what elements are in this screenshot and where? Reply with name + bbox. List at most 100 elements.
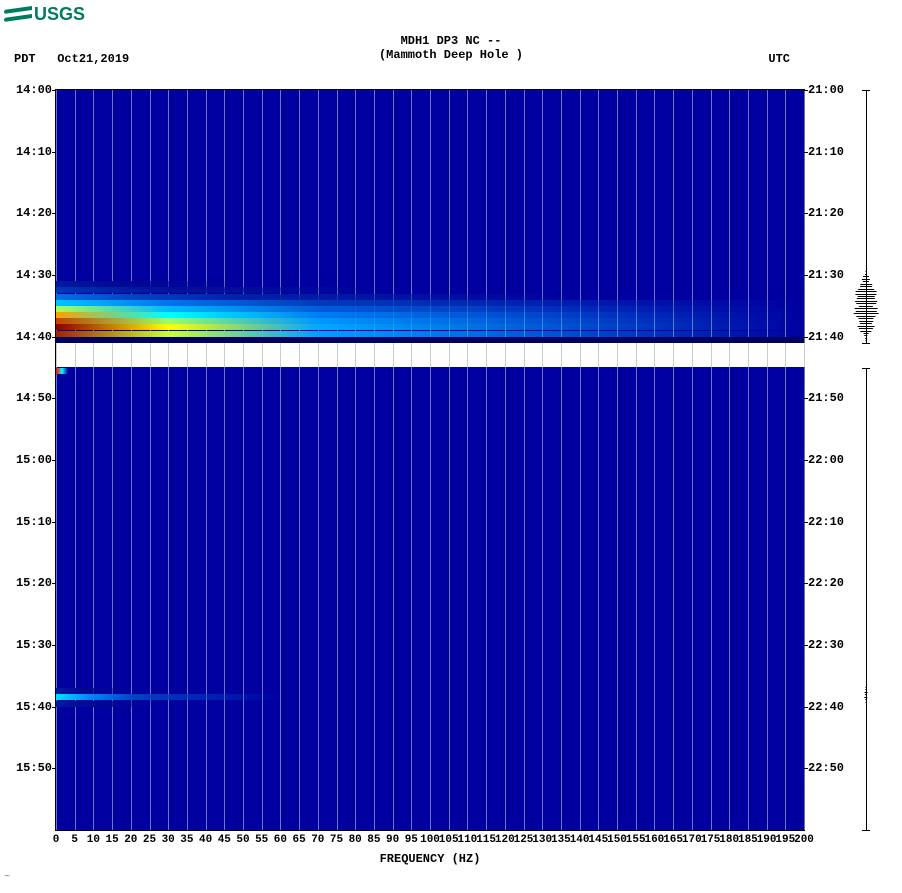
date: Oct21,2019 (57, 52, 129, 66)
usgs-logo: USGS (4, 4, 85, 25)
x-tick-label: 160 (644, 834, 664, 846)
gridline-gap (411, 343, 412, 368)
x-tick-label: 120 (495, 834, 515, 846)
x-tick-label: 80 (349, 834, 362, 846)
x-tick-label: 90 (386, 834, 399, 846)
gridline (785, 90, 786, 830)
x-tick-label: 190 (757, 834, 777, 846)
gridline-gap (168, 343, 169, 368)
gridline-gap (355, 343, 356, 368)
y-tick-left: 14:30 (16, 268, 52, 282)
gridline-gap (580, 343, 581, 368)
gridline-gap (262, 343, 263, 368)
waveform-tick (862, 90, 870, 91)
waveform-spike (866, 340, 867, 341)
x-tick-label: 125 (514, 834, 534, 846)
gridline (150, 90, 151, 830)
waveform-spike (856, 291, 877, 292)
gridline-gap (337, 343, 338, 368)
y-tick-left: 15:30 (16, 638, 52, 652)
x-tick-label: 45 (218, 834, 231, 846)
waveform-baseline (866, 368, 867, 831)
waveform-spike (856, 316, 875, 317)
waveform-spike (859, 328, 873, 329)
title-line1: MDH1 DP3 NC -- (401, 34, 502, 48)
gridline-gap (75, 343, 76, 368)
spectrogram-event-row (56, 701, 168, 707)
gridline (337, 90, 338, 830)
x-tick-label: 110 (457, 834, 477, 846)
x-tick-label: 145 (588, 834, 608, 846)
waveform-spike (865, 692, 868, 693)
x-tick-label: 75 (330, 834, 343, 846)
x-tick-label: 5 (71, 834, 78, 846)
x-tick-label: 50 (236, 834, 249, 846)
x-tick-label: 185 (738, 834, 758, 846)
gridline-gap (150, 343, 151, 368)
waveform-spike (865, 694, 867, 695)
waveform-spike (865, 274, 867, 275)
waveform-spike (860, 286, 872, 287)
gridline (486, 90, 487, 830)
y-tick-left: 14:10 (16, 145, 52, 159)
waveform-spike (858, 318, 873, 319)
gridline-gap (598, 343, 599, 368)
logo-text: USGS (34, 4, 85, 25)
waveform-spike (864, 335, 867, 336)
waveform-spike (856, 303, 876, 304)
y-tick-left: 15:10 (16, 515, 52, 529)
x-tick-label: 100 (420, 834, 440, 846)
gridline-gap (785, 343, 786, 368)
y-tick-left: 14:00 (16, 83, 52, 97)
waveform-spike (858, 326, 875, 327)
gridline-gap (374, 343, 375, 368)
y-tick-left: 15:40 (16, 700, 52, 714)
gridline (355, 90, 356, 830)
waveform-spike (860, 284, 872, 285)
gridline (561, 90, 562, 830)
gridline-gap (467, 343, 468, 368)
gridline (224, 90, 225, 830)
gridline-gap (636, 343, 637, 368)
gridline (56, 90, 57, 830)
y-tick-left: 15:20 (16, 576, 52, 590)
waveform-tick (862, 368, 870, 369)
waveform-spike (866, 687, 867, 688)
gridline (767, 90, 768, 830)
gridline (131, 90, 132, 830)
x-tick-label: 170 (682, 834, 702, 846)
x-tick-label: 95 (405, 834, 418, 846)
waveform-spike (865, 699, 866, 700)
gridline-gap (729, 343, 730, 368)
gridline (729, 90, 730, 830)
gridline-gap (131, 343, 132, 368)
gridline-gap (711, 343, 712, 368)
gridline (168, 90, 169, 830)
waveform-tick (862, 343, 870, 344)
x-tick-label: 20 (124, 834, 137, 846)
gridline (75, 90, 76, 830)
gridline-gap (318, 343, 319, 368)
waveform-spike (866, 271, 867, 272)
waveform-spike (863, 281, 869, 282)
x-tick-label: 150 (607, 834, 627, 846)
gridline-gap (93, 343, 94, 368)
gridline-gap (206, 343, 207, 368)
gridline-gap (692, 343, 693, 368)
gridline (93, 90, 94, 830)
waveform-spike (866, 702, 867, 703)
gridline (187, 90, 188, 830)
x-tick-label: 195 (775, 834, 795, 846)
gridline-gap (187, 343, 188, 368)
x-tick-label: 85 (367, 834, 380, 846)
x-tick-label: 25 (143, 834, 156, 846)
x-tick-label: 10 (87, 834, 100, 846)
waveform-spike (854, 313, 879, 314)
gridline-gap (486, 343, 487, 368)
gridline (280, 90, 281, 830)
gridline-gap (748, 343, 749, 368)
gridline-gap (449, 343, 450, 368)
title-line2: (Mammoth Deep Hole ) (379, 48, 523, 62)
gridline (449, 90, 450, 830)
header-right: UTC (768, 52, 790, 66)
